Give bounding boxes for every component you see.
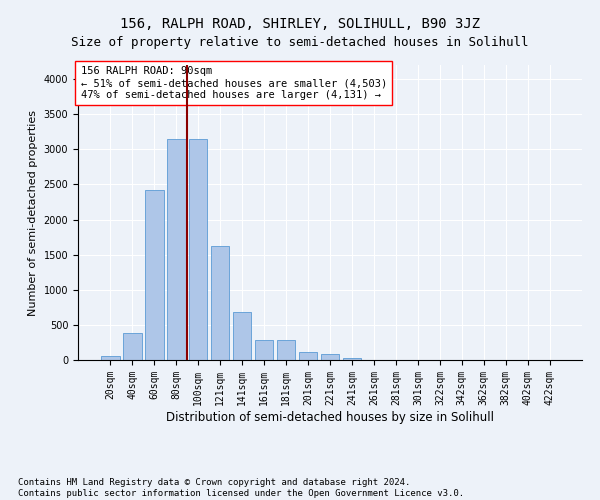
Bar [320, 354, 340, 360]
Text: Size of property relative to semi-detached houses in Solihull: Size of property relative to semi-detach… [71, 36, 529, 49]
Bar [101, 356, 119, 360]
X-axis label: Distribution of semi-detached houses by size in Solihull: Distribution of semi-detached houses by … [166, 410, 494, 424]
Bar [211, 246, 229, 360]
Bar [255, 340, 274, 360]
Bar [343, 358, 361, 360]
Text: Contains HM Land Registry data © Crown copyright and database right 2024.
Contai: Contains HM Land Registry data © Crown c… [18, 478, 464, 498]
Bar [123, 332, 142, 360]
Text: 156 RALPH ROAD: 90sqm
← 51% of semi-detached houses are smaller (4,503)
47% of s: 156 RALPH ROAD: 90sqm ← 51% of semi-deta… [80, 66, 387, 100]
Text: 156, RALPH ROAD, SHIRLEY, SOLIHULL, B90 3JZ: 156, RALPH ROAD, SHIRLEY, SOLIHULL, B90 … [120, 18, 480, 32]
Bar [277, 340, 295, 360]
Bar [189, 138, 208, 360]
Bar [145, 190, 164, 360]
Y-axis label: Number of semi-detached properties: Number of semi-detached properties [28, 110, 38, 316]
Bar [167, 138, 185, 360]
Bar [299, 352, 317, 360]
Bar [233, 312, 251, 360]
